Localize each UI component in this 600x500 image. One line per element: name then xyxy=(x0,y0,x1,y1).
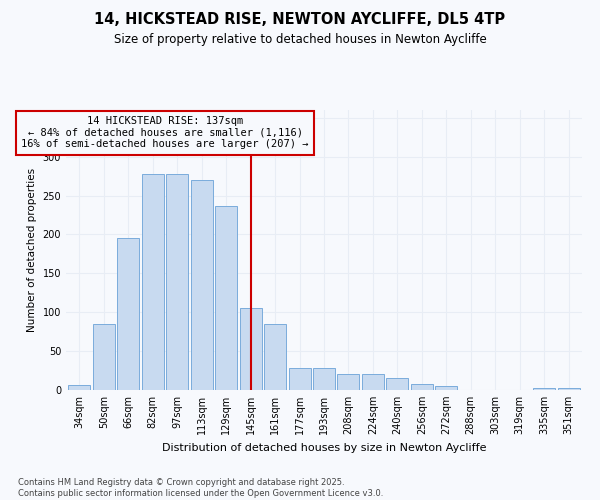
Bar xyxy=(264,324,286,390)
Bar xyxy=(386,378,409,390)
Bar xyxy=(118,238,139,390)
Bar xyxy=(215,206,237,390)
Bar xyxy=(239,308,262,390)
Bar xyxy=(313,368,335,390)
Bar xyxy=(142,174,164,390)
Bar xyxy=(557,388,580,390)
Bar xyxy=(68,386,91,390)
Y-axis label: Number of detached properties: Number of detached properties xyxy=(27,168,37,332)
Text: 14, HICKSTEAD RISE, NEWTON AYCLIFFE, DL5 4TP: 14, HICKSTEAD RISE, NEWTON AYCLIFFE, DL5… xyxy=(94,12,506,28)
Bar xyxy=(337,374,359,390)
Bar xyxy=(435,386,457,390)
Bar xyxy=(533,388,555,390)
Text: Size of property relative to detached houses in Newton Aycliffe: Size of property relative to detached ho… xyxy=(113,32,487,46)
Bar xyxy=(411,384,433,390)
Bar xyxy=(166,174,188,390)
Bar xyxy=(289,368,311,390)
Text: Contains HM Land Registry data © Crown copyright and database right 2025.
Contai: Contains HM Land Registry data © Crown c… xyxy=(18,478,383,498)
Bar xyxy=(93,324,115,390)
Bar xyxy=(362,374,384,390)
Bar xyxy=(191,180,213,390)
X-axis label: Distribution of detached houses by size in Newton Aycliffe: Distribution of detached houses by size … xyxy=(162,442,486,452)
Text: 14 HICKSTEAD RISE: 137sqm
← 84% of detached houses are smaller (1,116)
16% of se: 14 HICKSTEAD RISE: 137sqm ← 84% of detac… xyxy=(21,116,309,150)
